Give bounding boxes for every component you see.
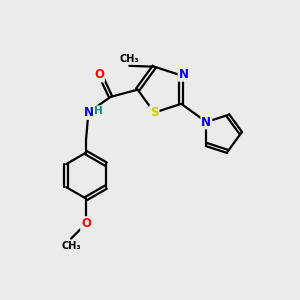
Text: N: N [201, 116, 211, 128]
Text: N: N [179, 68, 189, 81]
Text: O: O [81, 217, 91, 230]
Text: S: S [150, 106, 159, 119]
Text: H: H [94, 106, 103, 116]
Text: CH₃: CH₃ [119, 54, 139, 64]
Text: O: O [94, 68, 104, 82]
Text: CH₃: CH₃ [61, 241, 81, 251]
Text: N: N [83, 106, 93, 119]
